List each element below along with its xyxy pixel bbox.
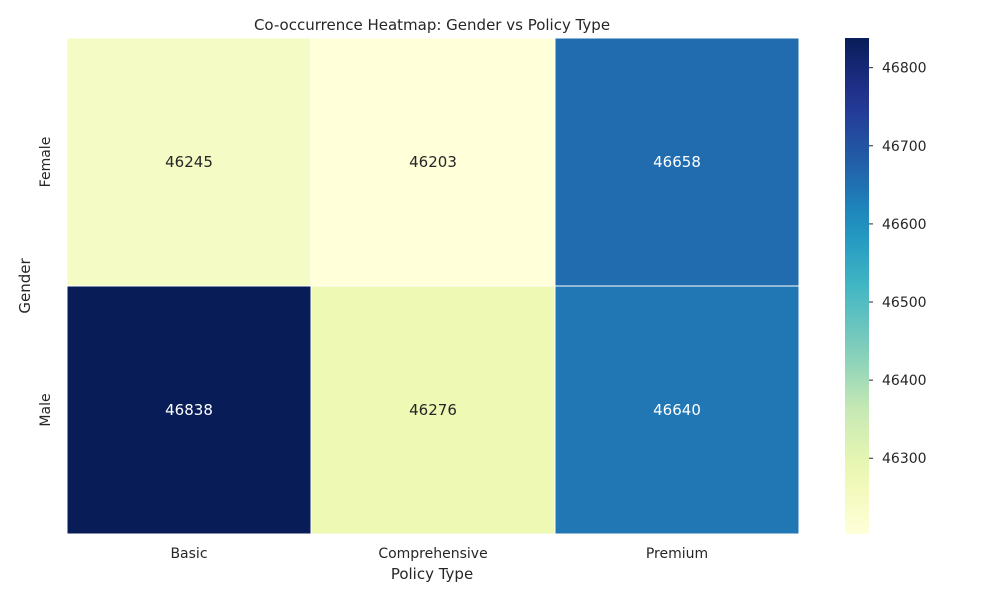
colorbar-tick-label: 46400: [882, 373, 927, 389]
colorbar-tick-label: 46600: [882, 217, 927, 233]
x-tick-label: Comprehensive: [378, 546, 487, 562]
heatmap-cell: [66, 37, 312, 287]
cell-value-label: 46640: [653, 401, 701, 419]
heatmap-cell: [310, 285, 556, 535]
cell-value-label: 46658: [653, 153, 701, 171]
colorbar-tick-label: 46700: [882, 139, 927, 155]
colorbar-ticks: 46300 46400 46500 46600 46700 46800: [869, 61, 927, 467]
x-tick-labels: Basic Comprehensive Premium: [170, 546, 708, 562]
cell-value-label: 46203: [409, 153, 457, 171]
heatmap-cell: [554, 285, 800, 535]
x-axis-label: Policy Type: [391, 565, 473, 583]
heatmap-cell: [554, 37, 800, 287]
y-tick-label: Female: [38, 137, 54, 188]
cell-value-label: 46276: [409, 401, 457, 419]
colorbar-tick-label: 46300: [882, 451, 927, 467]
y-tick-labels: Female Male: [38, 137, 54, 427]
heatmap-cell: [310, 37, 556, 287]
heatmap-cell: [66, 285, 312, 535]
colorbar-tick-label: 46800: [882, 61, 927, 77]
cell-value-label: 46245: [165, 153, 213, 171]
colorbar: [845, 38, 869, 534]
cell-value-label: 46838: [165, 401, 213, 419]
y-tick-label: Male: [38, 393, 54, 426]
chart-title: Co-occurrence Heatmap: Gender vs Policy …: [254, 16, 610, 34]
x-tick-label: Premium: [646, 546, 708, 562]
colorbar-tick-label: 46500: [882, 295, 927, 311]
y-axis-label: Gender: [16, 258, 34, 314]
heatmap-cells: 46245 46203 46658 46838 46276 46640: [66, 37, 800, 535]
x-tick-label: Basic: [170, 546, 207, 562]
